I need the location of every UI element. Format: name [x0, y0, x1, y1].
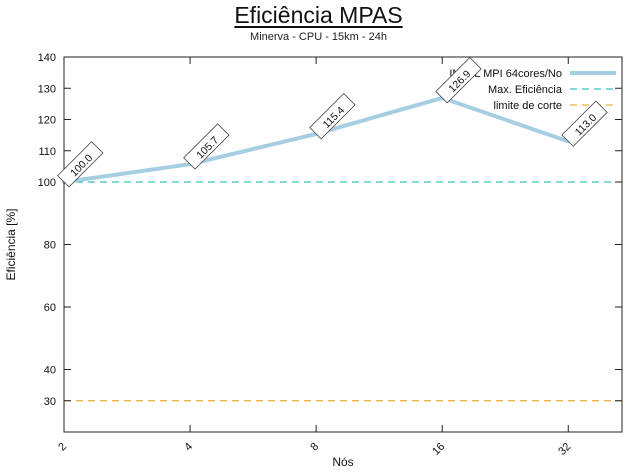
- point-label: 113.0: [561, 100, 608, 147]
- point-label: 115.4: [309, 92, 356, 140]
- legend-label: Max. Eficiência: [488, 84, 563, 96]
- y-tick-label: 140: [38, 52, 56, 64]
- x-tick-label: 4: [182, 441, 195, 454]
- y-tick-label: 120: [38, 115, 56, 127]
- x-tick-label: 8: [308, 441, 321, 454]
- y-tick-label: 110: [38, 146, 56, 158]
- y-tick-label: 40: [44, 365, 56, 377]
- chart-subtitle: Minerva - CPU - 15km - 24h: [250, 31, 387, 43]
- legend-label: limite de corte: [494, 100, 562, 112]
- y-tick-label: 80: [44, 240, 56, 252]
- y-tick-label: 60: [44, 302, 56, 314]
- y-axis-label: Eficiência [%]: [4, 208, 18, 280]
- point-label-box: [309, 92, 356, 140]
- y-tick-label: 100: [38, 177, 56, 189]
- x-tick-label: 2: [56, 441, 69, 454]
- point-label: 126.9: [435, 57, 482, 104]
- y-tick-label: 30: [44, 396, 56, 408]
- y-tick-label: 130: [38, 83, 56, 95]
- point-label-box: [183, 123, 230, 170]
- point-label-box: [561, 100, 608, 147]
- point-label-box: [57, 141, 104, 188]
- x-axis-label: Nós: [332, 455, 353, 469]
- x-tick-label: 32: [556, 441, 573, 458]
- point-label-box: [435, 57, 482, 104]
- chart-title: Eficiência MPAS: [234, 2, 403, 28]
- x-tick-label: 16: [430, 441, 447, 458]
